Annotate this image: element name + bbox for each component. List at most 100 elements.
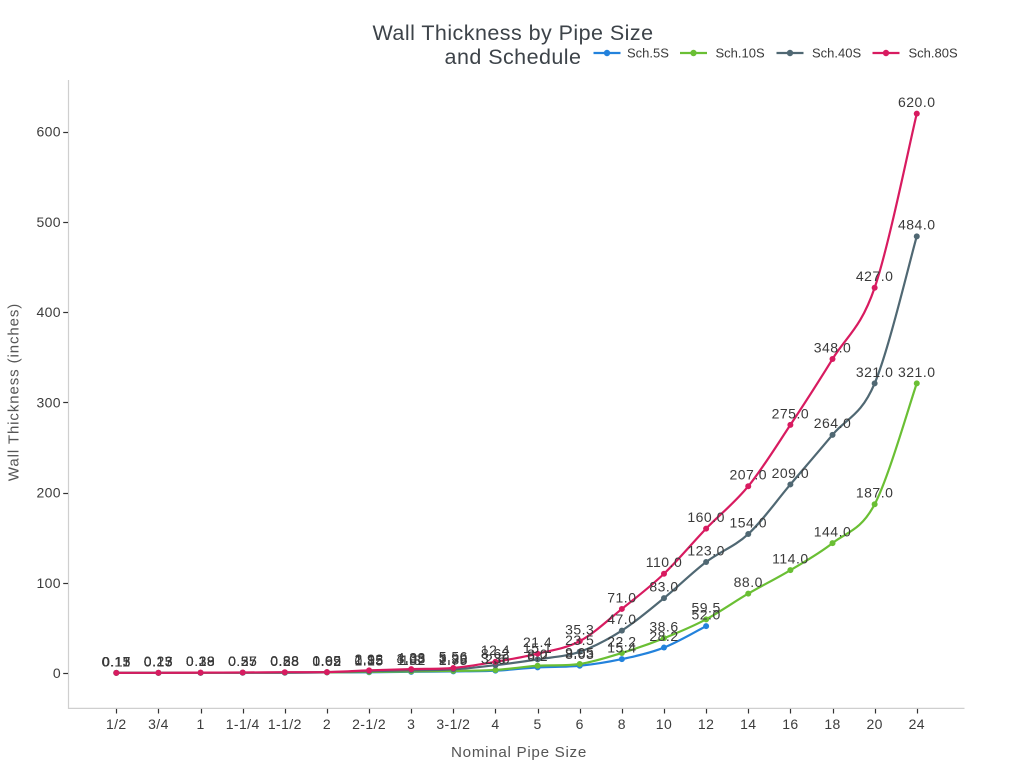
- svg-text:6: 6: [576, 716, 584, 732]
- svg-text:38.6: 38.6: [649, 619, 678, 635]
- svg-text:0.28: 0.28: [270, 653, 299, 669]
- svg-text:8.0: 8.0: [527, 646, 548, 662]
- svg-text:18: 18: [824, 716, 840, 732]
- svg-text:35.3: 35.3: [565, 622, 594, 638]
- svg-text:12: 12: [698, 716, 714, 732]
- svg-text:10: 10: [656, 716, 672, 732]
- svg-text:0.15: 0.15: [144, 653, 173, 669]
- svg-text:88.0: 88.0: [734, 574, 763, 590]
- svg-text:264.0: 264.0: [814, 415, 852, 431]
- svg-text:3-1/2: 3-1/2: [436, 716, 470, 732]
- svg-text:1.3: 1.3: [401, 652, 422, 668]
- svg-text:160.0: 160.0: [687, 509, 725, 525]
- svg-text:2.92: 2.92: [354, 651, 383, 667]
- svg-text:0.11: 0.11: [102, 653, 130, 669]
- svg-text:Wall Thickness by Pipe Size: Wall Thickness by Pipe Size: [372, 21, 653, 45]
- svg-text:0.13: 0.13: [102, 653, 131, 669]
- svg-text:0.17: 0.17: [144, 653, 173, 669]
- svg-text:0.23: 0.23: [144, 653, 173, 669]
- svg-text:3.03: 3.03: [397, 651, 426, 667]
- svg-text:0.85: 0.85: [354, 653, 383, 669]
- svg-text:207.0: 207.0: [729, 467, 767, 483]
- svg-text:0.19: 0.19: [186, 653, 215, 669]
- svg-text:83.0: 83.0: [649, 579, 678, 595]
- svg-text:8.03: 8.03: [565, 646, 594, 662]
- svg-text:15.1: 15.1: [523, 640, 552, 656]
- svg-text:1.95: 1.95: [354, 652, 383, 668]
- svg-text:14: 14: [740, 716, 756, 732]
- svg-text:0.15: 0.15: [102, 653, 131, 669]
- svg-text:500: 500: [36, 214, 61, 230]
- svg-text:5.56: 5.56: [439, 648, 468, 664]
- svg-text:0.38: 0.38: [186, 653, 215, 669]
- svg-text:Sch.5S: Sch.5S: [627, 46, 669, 61]
- svg-text:348.0: 348.0: [814, 339, 852, 355]
- svg-text:0.35: 0.35: [228, 653, 257, 669]
- svg-text:144.0: 144.0: [814, 523, 852, 539]
- svg-text:24: 24: [909, 716, 925, 732]
- svg-text:1.15: 1.15: [354, 652, 383, 668]
- svg-text:47.0: 47.0: [607, 611, 636, 627]
- svg-text:4: 4: [491, 716, 499, 732]
- svg-text:15.4: 15.4: [607, 640, 636, 656]
- svg-text:1.82: 1.82: [397, 652, 426, 668]
- svg-text:71.0: 71.0: [607, 589, 636, 605]
- svg-text:1-1/4: 1-1/4: [226, 716, 260, 732]
- svg-text:3.99: 3.99: [439, 650, 468, 666]
- svg-text:114.0: 114.0: [772, 551, 809, 567]
- svg-text:0.62: 0.62: [312, 653, 341, 669]
- svg-text:600: 600: [36, 124, 61, 140]
- svg-text:52.0: 52.0: [691, 606, 720, 622]
- svg-text:59.5: 59.5: [691, 600, 720, 616]
- svg-text:1: 1: [196, 716, 204, 732]
- svg-text:12.4: 12.4: [481, 642, 510, 658]
- svg-text:2: 2: [323, 716, 331, 732]
- svg-text:0.28: 0.28: [186, 653, 215, 669]
- svg-text:1.02: 1.02: [312, 652, 341, 668]
- svg-text:2.6: 2.6: [485, 651, 506, 667]
- svg-text:16: 16: [782, 716, 798, 732]
- svg-text:200: 200: [36, 485, 61, 501]
- svg-text:28.2: 28.2: [649, 628, 678, 644]
- svg-text:2.36: 2.36: [439, 651, 468, 667]
- svg-text:275.0: 275.0: [772, 405, 810, 421]
- svg-text:6.2: 6.2: [527, 648, 548, 664]
- svg-text:Wall Thickness (inches): Wall Thickness (inches): [6, 303, 23, 481]
- svg-text:1.75: 1.75: [439, 652, 468, 668]
- svg-text:Sch.10S: Sch.10S: [716, 46, 765, 61]
- svg-text:20: 20: [866, 716, 882, 732]
- svg-text:0.95: 0.95: [312, 653, 341, 669]
- svg-text:4.33: 4.33: [397, 649, 426, 665]
- svg-text:0.13: 0.13: [144, 653, 173, 669]
- svg-text:620.0: 620.0: [898, 94, 936, 110]
- svg-text:0.37: 0.37: [228, 653, 257, 669]
- svg-text:209.0: 209.0: [772, 465, 810, 481]
- svg-text:5: 5: [534, 716, 542, 732]
- svg-text:8.62: 8.62: [481, 646, 510, 662]
- svg-text:8: 8: [618, 716, 626, 732]
- svg-text:Sch.40S: Sch.40S: [812, 46, 861, 61]
- svg-text:0.25: 0.25: [228, 653, 257, 669]
- svg-text:0.88: 0.88: [270, 653, 299, 669]
- svg-text:3/4: 3/4: [148, 716, 169, 732]
- svg-text:110.0: 110.0: [646, 554, 683, 570]
- svg-text:Sch.80S: Sch.80S: [909, 46, 958, 61]
- svg-text:1/2: 1/2: [106, 716, 127, 732]
- svg-text:400: 400: [36, 304, 61, 320]
- svg-text:22.2: 22.2: [607, 633, 636, 649]
- svg-text:9.95: 9.95: [565, 644, 594, 660]
- svg-text:484.0: 484.0: [898, 217, 936, 233]
- svg-text:100: 100: [36, 575, 61, 591]
- svg-text:123.0: 123.0: [687, 542, 725, 558]
- svg-text:427.0: 427.0: [856, 268, 894, 284]
- svg-text:0.58: 0.58: [270, 653, 299, 669]
- svg-text:0.33: 0.33: [186, 653, 215, 669]
- svg-text:and Schedule: and Schedule: [445, 45, 582, 69]
- svg-text:0.38: 0.38: [270, 653, 299, 669]
- svg-text:23.5: 23.5: [565, 632, 594, 648]
- svg-text:300: 300: [36, 394, 61, 410]
- svg-text:0.69: 0.69: [312, 653, 341, 669]
- svg-text:321.0: 321.0: [898, 364, 936, 380]
- svg-text:321.0: 321.0: [856, 364, 894, 380]
- svg-text:0: 0: [53, 665, 61, 681]
